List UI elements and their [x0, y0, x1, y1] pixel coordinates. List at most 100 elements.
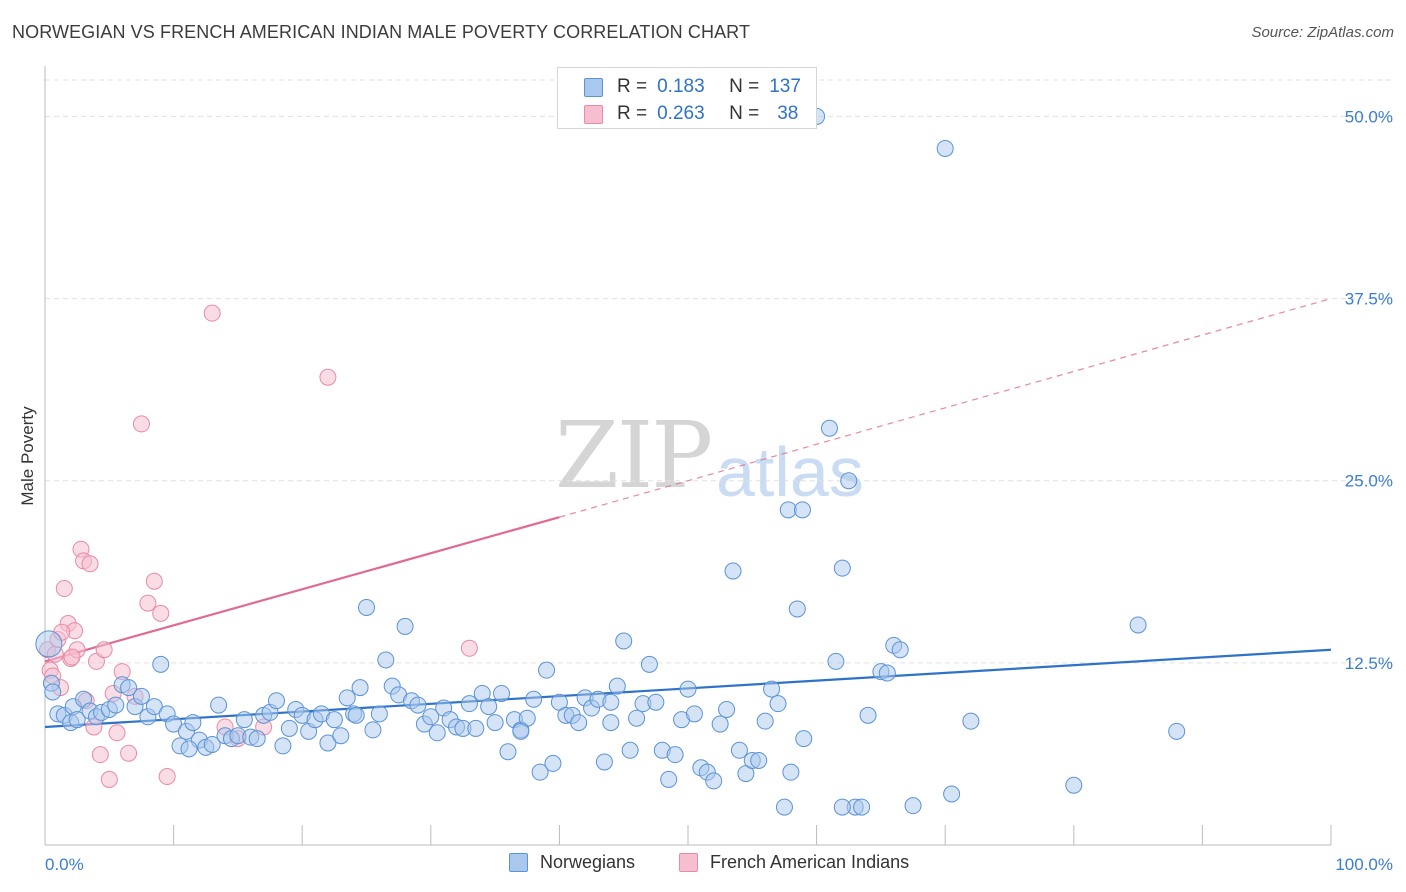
y-tick-label: 50.0% [1345, 107, 1393, 126]
chart-title: NORWEGIAN VS FRENCH AMERICAN INDIAN MALE… [12, 22, 751, 42]
data-point-french-american-indians [100, 770, 118, 788]
data-point-norwegians [180, 740, 198, 758]
data-point-norwegians [248, 730, 266, 748]
data-point-norwegians [351, 679, 369, 697]
data-point-norwegians [779, 501, 797, 519]
data-point-french-american-indians [55, 580, 73, 598]
data-point-norwegians [422, 708, 440, 726]
data-point-norwegians [338, 689, 356, 707]
data-point-norwegians [602, 714, 620, 732]
series-legend: Norwegians French American Indians [0, 852, 1406, 878]
legend-item-norwegians: Norwegians [509, 852, 635, 873]
data-point-french-american-indians [139, 594, 157, 612]
watermark-atlas: atlas [716, 433, 864, 511]
data-point-norwegians [782, 763, 800, 781]
data-point-french-american-indians [120, 744, 138, 762]
data-point-norwegians [364, 721, 382, 739]
data-point-norwegians [499, 743, 517, 761]
data-point-french-american-indians [203, 304, 221, 322]
watermark-zip: ZIP [555, 402, 713, 509]
data-point-norwegians [145, 698, 163, 716]
legend-r-label: R = [617, 103, 648, 124]
data-point-french-american-indians [95, 641, 113, 659]
data-point-french-american-indians [152, 604, 170, 622]
data-point-norwegians [827, 652, 845, 670]
legend-item-french-american-indians: French American Indians [679, 852, 909, 873]
data-point-norwegians [711, 715, 729, 733]
data-point-norwegians [769, 695, 787, 713]
data-point-norwegians [750, 751, 768, 769]
data-point-french-american-indians [460, 639, 478, 657]
data-point-french-american-indians [145, 572, 163, 590]
data-point-norwegians [235, 711, 253, 729]
data-point-norwegians [763, 680, 781, 698]
data-point-norwegians [132, 687, 150, 705]
data-point-norwegians [377, 651, 395, 669]
legend-swatch-pink [584, 104, 603, 124]
legend-n-label: N = [729, 76, 760, 97]
correlation-legend: R = 0.183 N = 137 R = 0.263 N = 38 [557, 67, 817, 129]
legend-swatch-blue [509, 853, 528, 872]
data-point-norwegians [396, 617, 414, 635]
data-point-norwegians [718, 700, 736, 718]
y-tick-label: 12.5% [1345, 654, 1393, 673]
legend-row-french-american-indians: R = 0.263 N = 38 [584, 102, 798, 126]
data-point-norwegians [608, 677, 626, 695]
data-point-norwegians [570, 714, 588, 732]
y-tick-label: 37.5% [1345, 290, 1393, 309]
data-point-norwegians [595, 753, 613, 771]
data-point-norwegians [467, 719, 485, 737]
data-point-norwegians [370, 705, 388, 723]
data-point-norwegians [358, 598, 375, 616]
data-point-norwegians [460, 695, 478, 713]
gridlines [45, 79, 1395, 664]
data-point-norwegians [486, 714, 504, 732]
data-point-french-american-indians [91, 746, 109, 764]
data-point-norwegians [319, 734, 337, 752]
data-point-norwegians [647, 693, 665, 711]
data-point-norwegians [325, 711, 343, 729]
data-point-norwegians [428, 724, 446, 742]
data-point-norwegians [943, 785, 961, 803]
legend-swatch-blue [584, 77, 603, 97]
data-point-norwegians [833, 798, 851, 816]
data-point-norwegians [621, 741, 639, 759]
data-point-french-american-indians [108, 724, 126, 742]
data-point-norwegians [775, 798, 793, 816]
data-point-norwegians [35, 630, 63, 658]
data-point-norwegians [493, 684, 511, 702]
data-point-norwegians [44, 683, 62, 701]
data-point-norwegians [685, 705, 703, 723]
legend-r-value: 0.263 [657, 103, 705, 124]
data-point-french-american-indians [132, 415, 150, 433]
data-point-norwegians [878, 664, 896, 682]
data-point-french-american-indians [158, 768, 176, 786]
data-point-norwegians [730, 741, 748, 759]
data-point-norwegians [756, 712, 774, 730]
data-point-norwegians [840, 472, 858, 490]
data-point-norwegians [1168, 722, 1186, 740]
data-point-norwegians [152, 655, 170, 673]
legend-n-value: 38 [777, 103, 799, 124]
data-point-french-american-indians [81, 555, 99, 573]
data-point-norwegians [1129, 616, 1147, 634]
legend-r-label: R = [617, 76, 648, 97]
data-point-norwegians [705, 772, 723, 790]
data-point-norwegians [788, 600, 806, 618]
data-point-norwegians [267, 692, 285, 710]
data-point-norwegians [962, 712, 980, 730]
tick-labels: 12.5% 25.0% 37.5% 50.0% 0.0% 100.0% [45, 107, 1393, 874]
data-point-norwegians [904, 797, 922, 815]
data-point-norwegians [853, 798, 871, 816]
legend-n-label: N = [729, 103, 760, 124]
legend-n-value: 137 [769, 76, 801, 97]
data-point-norwegians [628, 709, 646, 727]
data-point-norwegians [120, 679, 138, 697]
data-point-norwegians [1065, 776, 1083, 794]
data-point-norwegians [795, 730, 813, 748]
data-point-norwegians [203, 735, 221, 753]
series-norwegians [35, 107, 1186, 816]
data-point-norwegians [544, 754, 562, 772]
x-tick-label: 100.0% [1335, 855, 1393, 874]
trend-line-french-american-indians [44, 516, 560, 663]
